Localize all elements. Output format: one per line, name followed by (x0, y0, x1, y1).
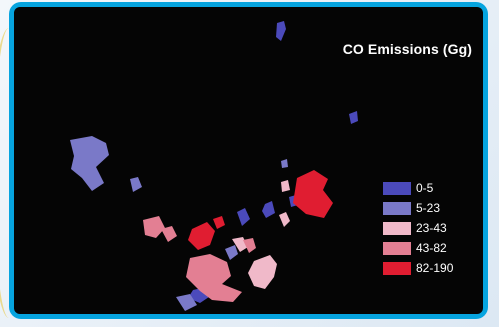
legend-swatch (383, 222, 411, 235)
map-canvas (70, 21, 358, 311)
region-group-23-43 (232, 180, 290, 289)
region-group-43-82 (143, 216, 256, 302)
legend-item-5-23: 5-23 (383, 200, 479, 217)
legend-label: 0-5 (416, 181, 434, 195)
legend-item-43-82: 43-82 (383, 240, 479, 257)
legend-item-23-43: 23-43 (383, 220, 479, 237)
map-region (237, 208, 250, 226)
map-region (130, 177, 142, 192)
map-region (243, 238, 256, 253)
map-legend: 0-5 5-23 23-43 43-82 82-190 (383, 180, 479, 280)
legend-item-82-190: 82-190 (383, 260, 479, 277)
map-region (143, 216, 165, 238)
map-region (248, 255, 277, 289)
legend-swatch (383, 182, 411, 195)
map-region (176, 294, 197, 311)
legend-swatch (383, 242, 411, 255)
map-region (262, 201, 275, 218)
legend-swatch (383, 202, 411, 215)
legend-swatch (383, 262, 411, 275)
map-title: CO Emissions (Gg) (342, 41, 472, 57)
legend-label: 23-43 (416, 221, 447, 235)
map-region (186, 254, 242, 302)
map-region (213, 216, 225, 229)
map-region (161, 226, 177, 242)
map-region (281, 180, 290, 192)
legend-item-0-5: 0-5 (383, 180, 479, 197)
region-group-82-190 (188, 170, 333, 250)
map-frame: CO Emissions (Gg) 0-5 5-23 23-43 43-82 (9, 2, 488, 319)
map-region (70, 136, 109, 191)
map-region (276, 21, 286, 41)
legend-label: 82-190 (416, 261, 454, 275)
map-region (225, 245, 238, 260)
map-region (293, 170, 333, 218)
legend-label: 43-82 (416, 241, 447, 255)
map-region (349, 111, 358, 124)
map-region (188, 222, 215, 250)
region-group-5-23 (70, 136, 288, 311)
legend-label: 5-23 (416, 201, 441, 215)
map-region (279, 212, 290, 227)
map-region (281, 159, 288, 168)
map-panel: CO Emissions (Gg) 0-5 5-23 23-43 43-82 (14, 7, 483, 314)
